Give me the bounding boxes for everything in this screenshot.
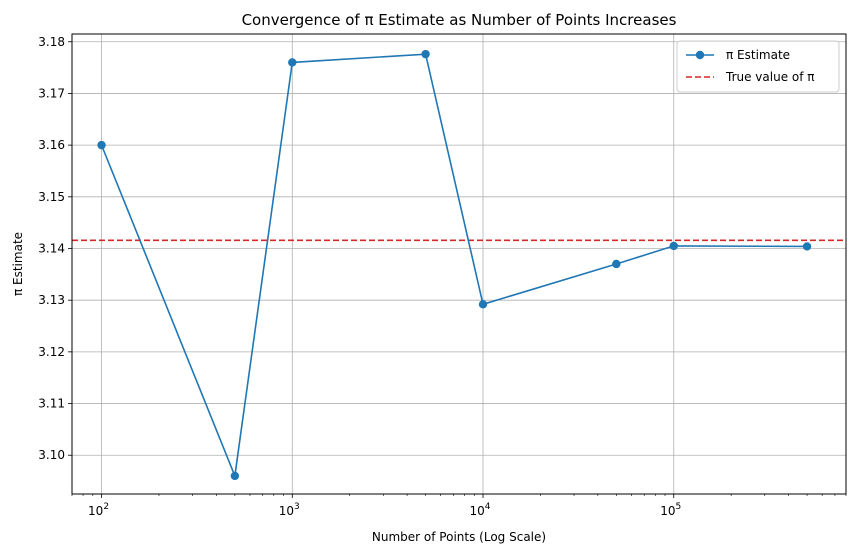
x-tick-label: 103 xyxy=(279,502,300,518)
pi-estimate-point xyxy=(288,58,297,67)
x-tick-label-exponent: 5 xyxy=(676,502,682,512)
x-tick-label: 102 xyxy=(88,502,109,518)
y-tick-label: 3.11 xyxy=(38,397,65,411)
pi-estimate-line xyxy=(100,53,808,479)
x-tick-label-exponent: 2 xyxy=(103,502,109,512)
y-axis-label: π Estimate xyxy=(11,232,25,296)
legend-reference-label: True value of π xyxy=(725,70,815,84)
y-tick-label: 3.10 xyxy=(38,448,65,462)
x-tick-label: 105 xyxy=(660,502,681,518)
x-tick-label-exponent: 4 xyxy=(485,502,491,512)
chart-title: Convergence of π Estimate as Number of P… xyxy=(242,11,677,29)
legend-box xyxy=(676,40,840,93)
pi-estimate-point xyxy=(802,242,812,251)
plot-frame xyxy=(71,33,847,495)
pi-estimate-point xyxy=(478,300,488,309)
pi-estimate-point xyxy=(612,259,621,269)
pi-estimate-point xyxy=(97,140,106,150)
x-axis-ticks: 102 103 104 105 xyxy=(71,494,847,518)
y-tick-label: 3.14 xyxy=(38,241,65,255)
x-tick-label-exponent: 3 xyxy=(294,502,300,512)
y-tick-label: 3.17 xyxy=(38,86,65,100)
x-tick-label: 104 xyxy=(470,502,491,518)
grid-layer xyxy=(72,34,846,494)
y-axis-ticks: 3.10 3.11 3.12 3.13 3.14 3.15 3.16 3.17 3.18 xyxy=(38,35,72,462)
series-layer xyxy=(97,49,812,481)
legend-series-marker xyxy=(695,50,705,60)
pi-estimate-point xyxy=(421,49,430,59)
y-tick-label: 3.16 xyxy=(38,138,65,152)
legend-series-label: π Estimate xyxy=(726,48,790,62)
pi-estimate-point xyxy=(230,471,240,481)
y-tick-label: 3.12 xyxy=(38,345,65,359)
y-tick-label: 3.15 xyxy=(38,190,65,204)
legend: π Estimate True value of π xyxy=(676,40,840,93)
y-tick-label: 3.18 xyxy=(38,35,65,49)
y-tick-label: 3.13 xyxy=(38,293,65,307)
x-axis-label: Number of Points (Log Scale) xyxy=(372,530,546,544)
pi-estimate-point xyxy=(669,241,678,251)
